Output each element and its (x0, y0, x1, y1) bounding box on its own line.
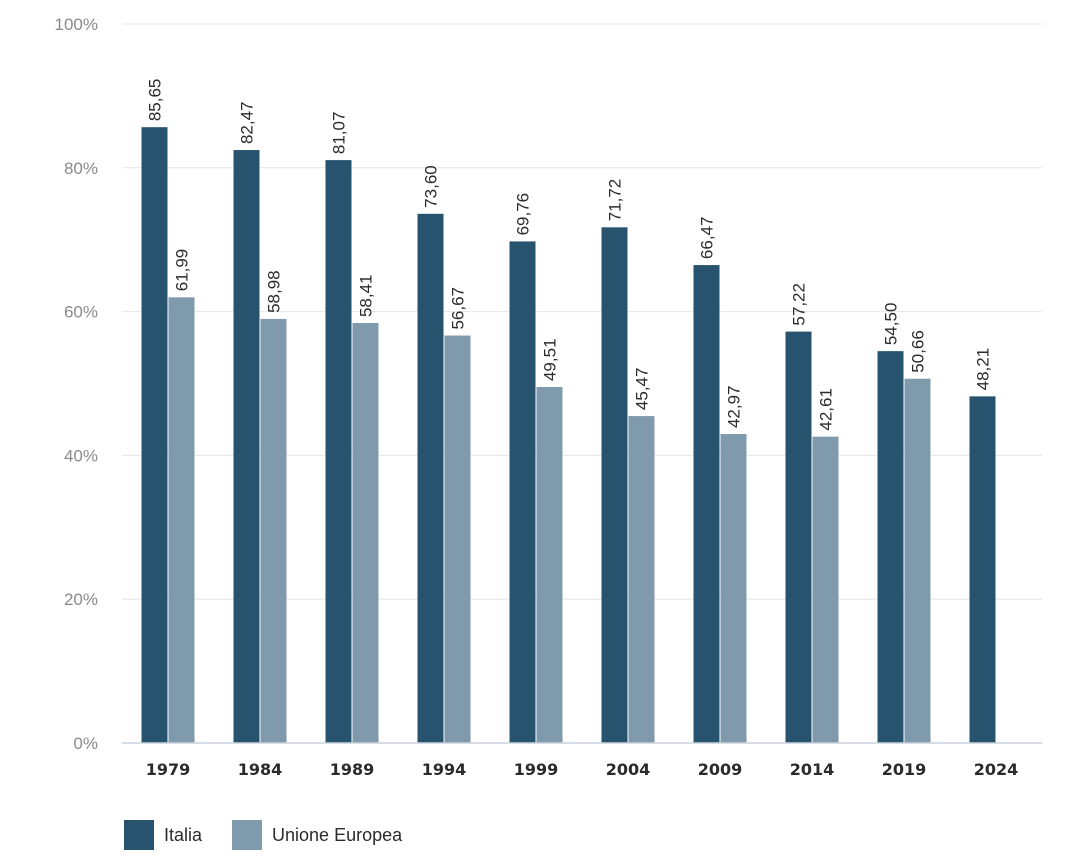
data-label: 85,65 (146, 79, 165, 122)
data-label: 54,50 (882, 303, 901, 346)
bar-italia-2019 (877, 351, 904, 743)
legend-item-unione-europea: Unione Europea (232, 820, 402, 850)
legend-label-italia: Italia (164, 824, 203, 845)
x-tick-label: 2019 (882, 760, 927, 779)
y-axis-ticks: 0% 20% 40% 60% 80% 100% (55, 15, 98, 753)
legend: Italia Unione Europea (124, 820, 432, 850)
gridlines (122, 23, 1042, 600)
data-label: 49,51 (541, 338, 560, 381)
data-label: 42,61 (817, 388, 836, 431)
bar-italia-2014 (785, 331, 812, 743)
bar-italia-2004 (601, 227, 628, 744)
data-label: 58,41 (357, 274, 376, 317)
data-label: 73,60 (422, 165, 441, 208)
bar-chart: 0%20%40%60%80%100% 85,6561,9982,4758,988… (55, 15, 1042, 779)
x-tick-label: 2009 (698, 760, 743, 779)
x-tick-label: 1989 (330, 760, 375, 779)
bar-unione-europea-1999 (536, 387, 563, 743)
bar-italia-1979 (141, 127, 168, 743)
bar-unione-europea-2009 (720, 434, 747, 743)
x-tick-label: 1979 (146, 760, 191, 779)
bar-unione-europea-1989 (352, 323, 379, 743)
legend-item-italia: Italia (124, 820, 202, 850)
x-tick-label: 1999 (514, 760, 559, 779)
bar-unione-europea-2004 (628, 416, 655, 743)
bars (141, 127, 996, 744)
bar-italia-1994 (417, 213, 444, 744)
x-tick-label: 1994 (422, 760, 467, 779)
bar-italia-1984 (233, 150, 260, 743)
bar-unione-europea-1994 (444, 335, 471, 743)
bar-italia-2024 (969, 396, 996, 743)
bar-unione-europea-2019 (904, 378, 931, 743)
data-label: 42,97 (725, 385, 744, 428)
data-labels: 85,65 61,99 82,47 58,98 81,07 58,41 73,60 56,67… (146, 79, 993, 431)
data-label: 66,47 (698, 217, 717, 260)
legend-swatch-unione-europea (232, 820, 263, 850)
data-label: 48,21 (974, 348, 993, 391)
data-label: 56,67 (449, 287, 468, 330)
bar-unione-europea-1979 (168, 297, 195, 743)
data-label: 71,72 (606, 179, 625, 222)
data-label: 57,22 (790, 283, 809, 326)
y-tick-label: 80% (64, 159, 98, 178)
y-tick-label: 0% (73, 734, 98, 753)
data-label: 58,98 (265, 270, 284, 313)
bar-italia-2009 (693, 265, 720, 743)
x-tick-label: 1984 (238, 760, 283, 779)
data-label: 82,47 (238, 101, 257, 144)
data-label: 81,07 (330, 112, 349, 155)
bar-unione-europea-2014 (812, 436, 839, 743)
y-tick-label: 40% (64, 446, 98, 465)
y-tick-label: 60% (64, 303, 98, 322)
bar-italia-1999 (509, 241, 536, 743)
data-label: 45,47 (633, 368, 652, 411)
x-tick-label: 2014 (790, 760, 835, 779)
legend-label-unione-europea: Unione Europea (272, 824, 403, 845)
data-label: 50,66 (909, 330, 928, 373)
y-tick-label: 100% (55, 15, 98, 34)
x-axis-ticks: 1979 1984 1989 1994 1999 2004 2009 2014 2019 2024 (146, 760, 1019, 779)
y-tick-label: 20% (64, 590, 98, 609)
data-label: 61,99 (173, 249, 192, 292)
data-label: 69,76 (514, 193, 533, 236)
bar-unione-europea-1984 (260, 318, 287, 743)
x-tick-label: 2004 (606, 760, 651, 779)
legend-swatch-italia (124, 820, 154, 850)
x-tick-label: 2024 (974, 760, 1019, 779)
bar-italia-1989 (325, 160, 352, 744)
